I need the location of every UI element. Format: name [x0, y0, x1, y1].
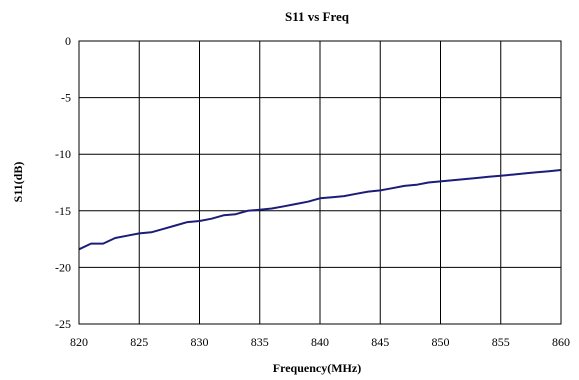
x-tick-label: 840 — [311, 335, 329, 349]
x-axis-title: Frequency(MHz) — [273, 361, 361, 375]
x-tick-label: 850 — [432, 335, 450, 349]
y-tick-labels: 0 -5 -10 -15 -20 -25 — [55, 34, 71, 331]
x-tick-label: 855 — [492, 335, 510, 349]
x-tick-labels: 820 825 830 835 840 845 850 855 860 — [70, 335, 570, 349]
series-layer — [78, 169, 562, 251]
y-tick-label: -15 — [55, 204, 71, 218]
series-line-0 — [78, 169, 562, 251]
x-tick-label: 845 — [371, 335, 389, 349]
x-tick-label: 860 — [552, 335, 570, 349]
y-tick-label: 0 — [65, 34, 71, 48]
y-tick-label: -10 — [55, 147, 71, 161]
y-tick-label: -25 — [55, 317, 71, 331]
chart-title: S11 vs Freq — [285, 9, 350, 24]
y-tick-label: -5 — [61, 91, 71, 105]
x-tick-label: 830 — [191, 335, 209, 349]
grid — [78, 40, 562, 325]
x-tick-label: 820 — [70, 335, 88, 349]
y-tick-label: -20 — [55, 260, 71, 274]
plot-frame — [78, 40, 562, 325]
x-tick-label: 835 — [251, 335, 269, 349]
x-tick-label: 825 — [130, 335, 148, 349]
y-axis-title: S11(dB) — [11, 162, 25, 203]
